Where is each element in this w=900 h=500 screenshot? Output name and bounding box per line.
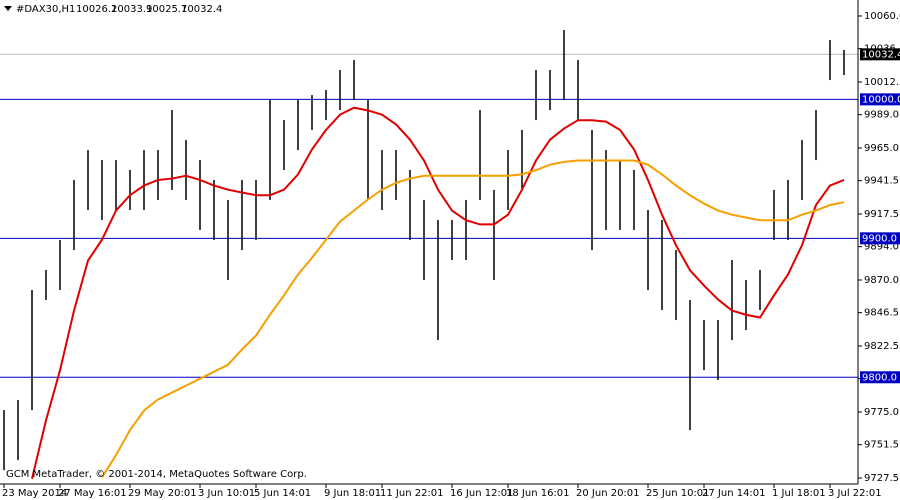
x-tick-label: 27 May 16:01 — [58, 488, 127, 499]
level-label: 9900.0 — [862, 233, 897, 244]
x-tick-label: 5 Jun 14:01 — [254, 488, 311, 499]
y-tick-label: 9965.0 — [864, 143, 899, 154]
plot — [0, 30, 858, 479]
header-icon — [4, 6, 12, 11]
y-tick-label: 9870.0 — [864, 275, 899, 286]
x-tick-label: 23 May 2014 — [2, 488, 67, 499]
x-tick-label: 29 May 20:01 — [128, 488, 197, 499]
y-tick-label: 10012.5 — [864, 77, 900, 88]
x-tick-label: 3 Jun 10:01 — [198, 488, 255, 499]
y-tick-label: 9727.5 — [864, 473, 899, 484]
level-box — [860, 371, 900, 384]
level-box — [860, 232, 900, 245]
last-price-box — [860, 48, 900, 61]
x-tick-label: 1 Jul 18:01 — [772, 488, 826, 499]
x-tick-label: 11 Jun 22:01 — [380, 488, 444, 499]
y-tick-label: 9894.0 — [864, 242, 899, 253]
y-tick-label: 9822.5 — [864, 341, 899, 352]
x-tick-label: 20 Jun 20:01 — [576, 488, 640, 499]
x-tick-label: 3 Jul 22:01 — [828, 488, 882, 499]
moving-average — [101, 159, 845, 478]
footer: GCM MetaTrader, © 2001-2014, MetaQuotes … — [6, 469, 307, 480]
y-tick-label: 9751.5 — [864, 440, 899, 451]
x-tick-label: 27 Jun 14:01 — [702, 488, 766, 499]
header-symbol: #DAX30,H1 — [16, 4, 75, 15]
x-tick-label: 25 Jun 10:01 — [646, 488, 710, 499]
header-high: 10033.9 — [111, 4, 152, 15]
x-tick-label: 16 Jun 12:01 — [450, 488, 514, 499]
header-low: 10025.7 — [146, 4, 187, 15]
y-tick-label: 9917.5 — [864, 209, 899, 220]
y-tick-label: 10060.0 — [864, 11, 900, 22]
last-price-label: 10032.4 — [862, 49, 900, 60]
header-open: 10026.2 — [76, 4, 117, 15]
level-label: 10000.0 — [862, 94, 900, 105]
moving-average — [31, 106, 845, 479]
y-tick-label: 9941.5 — [864, 176, 899, 187]
header-close: 10032.4 — [181, 4, 222, 15]
x-tick-label: 9 Jun 18:01 — [324, 488, 381, 499]
level-label: 9800.0 — [862, 372, 897, 383]
y-tick-label: 9775.0 — [864, 407, 899, 418]
y-tick-label: 9846.5 — [864, 308, 899, 319]
level-box — [860, 93, 900, 106]
header: #DAX30,H1 10026.2 10033.9 10025.7 10032.… — [4, 4, 222, 15]
y-tick-label: 9989.0 — [864, 110, 899, 121]
x-tick-label: 18 Jun 16:01 — [506, 488, 570, 499]
